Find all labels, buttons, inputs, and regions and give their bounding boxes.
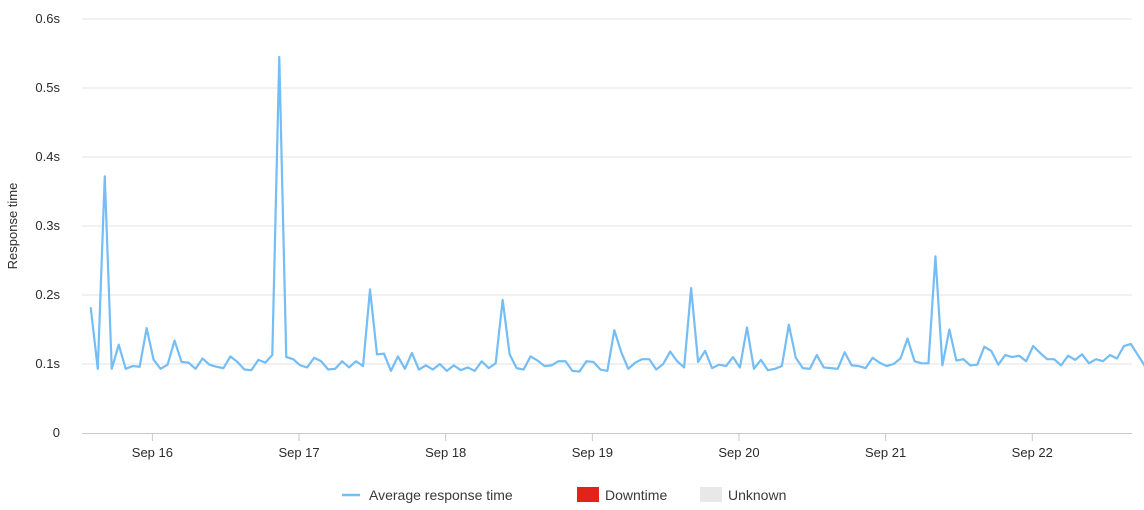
x-tick-label: Sep 20: [718, 445, 759, 460]
y-tick-label: 0.3s: [35, 218, 60, 233]
legend-item[interactable]: Downtime: [577, 487, 667, 503]
legend-box-symbol: [577, 487, 599, 502]
legend-box-symbol: [700, 487, 722, 502]
x-tick-label: Sep 19: [572, 445, 613, 460]
y-tick-label: 0.4s: [35, 149, 60, 164]
x-tick-label: Sep 17: [278, 445, 319, 460]
legend-item[interactable]: Unknown: [700, 487, 786, 503]
y-tick-label: 0: [53, 425, 60, 440]
x-tick-label: Sep 22: [1012, 445, 1053, 460]
y-tick-label: 0.5s: [35, 80, 60, 95]
legend-item[interactable]: Average response time: [342, 487, 513, 503]
x-tick-label: Sep 16: [132, 445, 173, 460]
y-axis-title: Response time: [5, 183, 20, 270]
grid-lines: [82, 18, 1132, 365]
x-tick-label: Sep 21: [865, 445, 906, 460]
legend: Average response time Downtime Unknown: [342, 487, 786, 503]
x-tick-label: Sep 18: [425, 445, 466, 460]
legend-label: Unknown: [728, 487, 786, 503]
x-axis: Sep 16 Sep 17 Sep 18 Sep 19 Sep 20 Sep 21 Sep …: [82, 433, 1132, 460]
y-tick-label: 0.2s: [35, 287, 60, 302]
series-line-average-response-time: [89, 55, 1144, 373]
y-tick-label: 0.1s: [35, 356, 60, 371]
y-tick-label: 0.6s: [35, 11, 60, 26]
legend-label: Average response time: [369, 487, 513, 503]
y-axis-ticks: 0 0.1s 0.2s 0.3s 0.4s 0.5s 0.6s: [35, 11, 60, 440]
series-layer: [89, 55, 1144, 373]
legend-label: Downtime: [605, 487, 667, 503]
